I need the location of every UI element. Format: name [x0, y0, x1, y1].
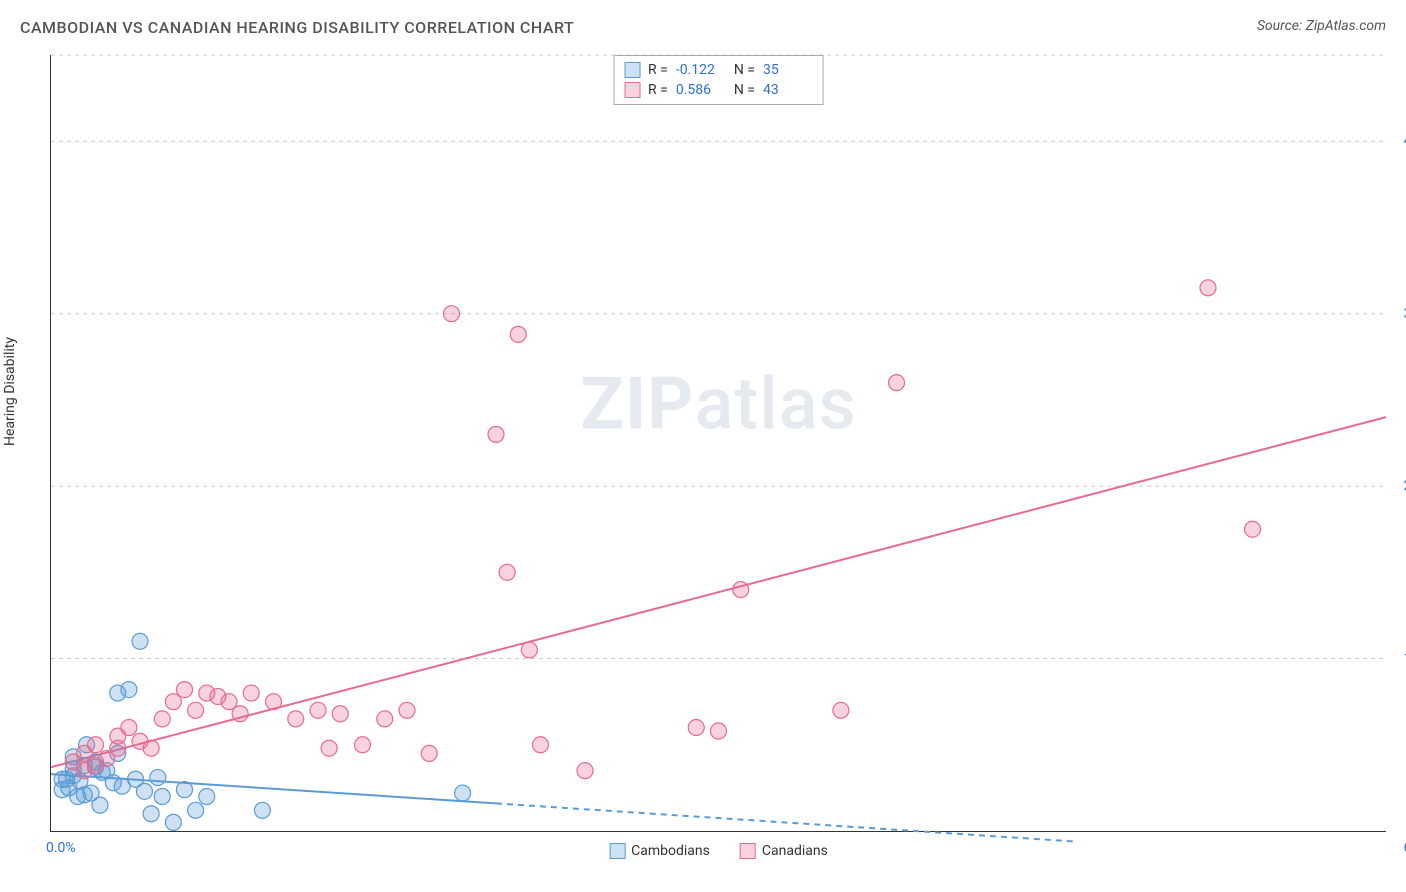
chart-title: CAMBODIAN VS CANADIAN HEARING DISABILITY…	[20, 18, 574, 37]
source-credit: Source: ZipAtlas.com	[1257, 18, 1386, 34]
n-value-cambodians: 35	[763, 62, 813, 78]
r-value-cambodians: -0.122	[676, 62, 726, 78]
swatch-canadians	[624, 82, 640, 98]
stats-legend-box: R = -0.122 N = 35 R = 0.586 N = 43	[613, 55, 824, 105]
r-label: R =	[648, 82, 668, 98]
n-label: N =	[734, 62, 755, 78]
n-label: N =	[734, 82, 755, 98]
r-label: R =	[648, 62, 668, 78]
stats-row-cambodians: R = -0.122 N = 35	[624, 60, 813, 80]
bottom-legend: Cambodians Canadians	[609, 843, 828, 859]
swatch-cambodians	[609, 843, 625, 859]
legend-item-canadians: Canadians	[740, 843, 828, 859]
swatch-canadians	[740, 843, 756, 859]
plot-area: ZIPatlas R = -0.122 N = 35 R = 0.586 N =…	[50, 55, 1386, 832]
y-axis-label: Hearing Disability	[2, 337, 18, 446]
swatch-cambodians	[624, 62, 640, 78]
x-tick-start: 0.0%	[46, 840, 76, 856]
legend-label-canadians: Canadians	[762, 843, 828, 859]
r-value-canadians: 0.586	[676, 82, 726, 98]
legend-item-cambodians: Cambodians	[609, 843, 710, 859]
stats-row-canadians: R = 0.586 N = 43	[624, 80, 813, 100]
n-value-canadians: 43	[763, 82, 813, 98]
chart-svg	[51, 55, 1386, 831]
legend-label-cambodians: Cambodians	[631, 843, 710, 859]
